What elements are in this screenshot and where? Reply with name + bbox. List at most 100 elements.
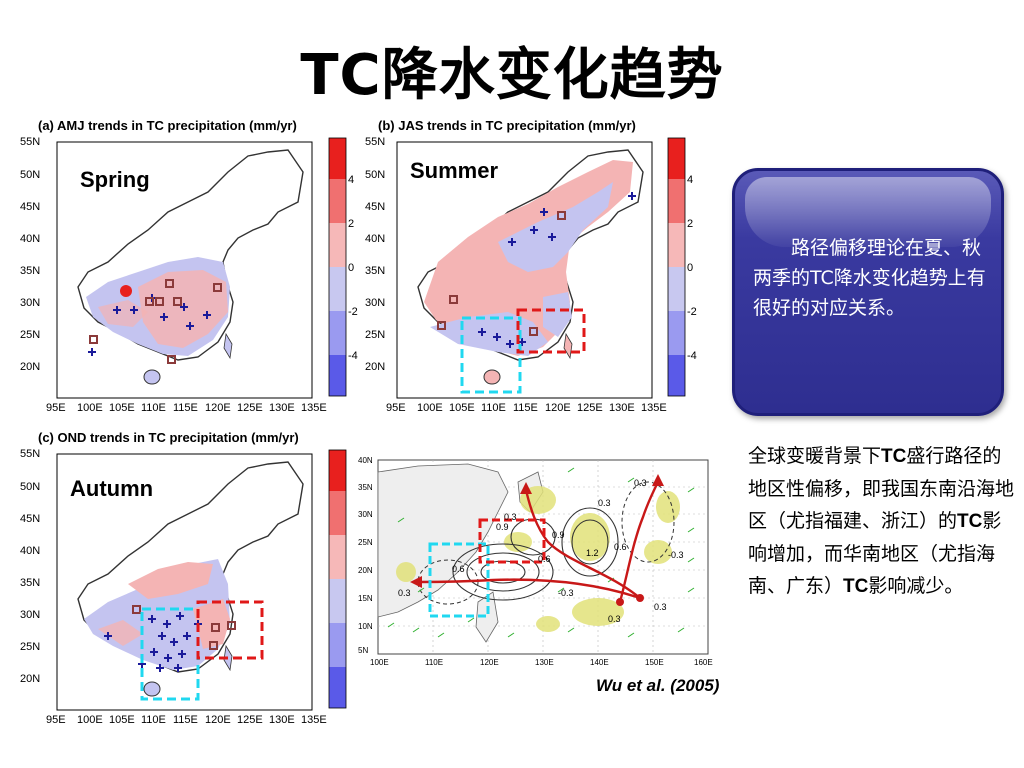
lat-tick: 25N xyxy=(20,641,41,653)
colorbar-tick: 0 xyxy=(687,262,694,274)
contour-label: 0.3 xyxy=(654,602,667,612)
side-note-part: 影响增加，而华南地区（尤指海南、广东） xyxy=(748,510,1002,597)
lon-tick: 125E xyxy=(577,402,603,414)
lat-tick: 40N xyxy=(365,233,386,245)
lat-tick: 45N xyxy=(20,513,41,525)
contour-label: 0.9 xyxy=(496,522,509,532)
panel-a-title: (a) AMJ trends in TC precipitation (mm/y… xyxy=(38,118,297,133)
map-b xyxy=(396,137,686,399)
colorbar-tick: 4 xyxy=(348,174,355,186)
citation: Wu et al. (2005) xyxy=(596,676,720,695)
lat-tick: 20N xyxy=(20,673,41,685)
lon-tick: 100E xyxy=(77,402,103,414)
contour-label: 0.3 xyxy=(398,588,411,598)
lon-tick: 130E xyxy=(609,402,635,414)
lat-tick: 25N xyxy=(365,329,386,341)
lon-tick: 100E xyxy=(417,402,443,414)
lat-tick: 30N xyxy=(365,297,386,309)
lon-tick: 135E xyxy=(301,714,327,726)
lat-tick: 50N xyxy=(365,169,386,181)
contour-label: -0.3 xyxy=(668,550,684,560)
colorbar-tick: -2 xyxy=(687,306,697,318)
panel-c-autumn: (c) OND trends in TC precipitation (mm/y… xyxy=(18,424,358,729)
colorbar-tick: 2 xyxy=(348,218,355,230)
lat-tick: 20N xyxy=(365,361,386,373)
contour-label: 1.2 xyxy=(586,548,599,558)
lon-tick: 110E xyxy=(141,714,166,726)
lon-tick: 130E xyxy=(269,402,295,414)
track-lon-tick: 150E xyxy=(645,658,664,667)
lat-tick: 45N xyxy=(365,201,386,213)
contour-label: 0.3 xyxy=(504,512,517,522)
lon-tick: 100E xyxy=(77,714,103,726)
colorbar-tick: 0 xyxy=(348,262,355,274)
lat-tick: 35N xyxy=(20,577,41,589)
lon-tick: 95E xyxy=(46,714,66,726)
season-label-spring: Spring xyxy=(80,167,150,192)
callout-box: 路径偏移理论在夏、秋两季的TC降水变化趋势上有很好的对应关系。 xyxy=(732,168,1004,416)
contour-label: -0.3 xyxy=(558,588,574,598)
lon-tick: 95E xyxy=(386,402,406,414)
lon-tick: 105E xyxy=(449,402,475,414)
lon-tick: 125E xyxy=(237,402,263,414)
lat-tick: 55N xyxy=(20,136,41,148)
lat-tick: 20N xyxy=(20,361,41,373)
track-lon-tick: 160E xyxy=(694,658,713,667)
lon-tick: 95E xyxy=(46,402,66,414)
contour-label: 0.3 xyxy=(598,498,611,508)
callout-gloss xyxy=(745,177,991,247)
lat-tick: 55N xyxy=(365,136,386,148)
lon-tick: 110E xyxy=(481,402,506,414)
track-map-svg xyxy=(377,459,709,655)
lat-tick: 45N xyxy=(20,201,41,213)
track-lon-tick: 140E xyxy=(590,658,609,667)
track-lat-tick: 10N xyxy=(358,622,373,631)
lat-tick: 40N xyxy=(20,545,41,557)
lat-tick: 25N xyxy=(20,329,41,341)
side-note-tc: TC xyxy=(843,576,869,597)
lon-tick: 115E xyxy=(173,714,198,726)
side-note-tc: TC xyxy=(957,511,983,532)
season-label-summer: Summer xyxy=(410,158,499,183)
callout-text: 路径偏移理论在夏、秋两季的TC降水变化趋势上有很好的对应关系。 xyxy=(753,237,986,319)
contour-label: 0.3 xyxy=(608,614,621,624)
side-note-part: 盛行路径的地区性偏移，即我国东南沿海地区（尤指福建、浙江）的 xyxy=(748,445,1015,532)
track-lat-tick: 20N xyxy=(358,566,373,575)
side-note-part: 全球变暖背景下 xyxy=(748,445,882,467)
lat-tick: 30N xyxy=(20,297,41,309)
lon-tick: 135E xyxy=(301,402,327,414)
lon-tick: 115E xyxy=(173,402,198,414)
lon-tick: 115E xyxy=(513,402,538,414)
track-change-map: 0.3 0.6 0.9 0.3 0.6 0.9 1.2 0.6 0.3 -0.3… xyxy=(358,452,720,674)
colorbar-tick: -4 xyxy=(687,350,697,362)
lon-tick: 125E xyxy=(237,714,263,726)
track-lon-tick: 110E xyxy=(425,658,444,667)
lon-tick: 135E xyxy=(641,402,667,414)
track-lat-tick: 30N xyxy=(358,510,373,519)
track-lat-tick: 15N xyxy=(358,594,373,603)
map-c xyxy=(56,449,347,711)
lat-tick: 30N xyxy=(20,609,41,621)
side-note: 全球变暖背景下TC盛行路径的地区性偏移，即我国东南沿海地区（尤指福建、浙江）的T… xyxy=(748,440,1014,603)
season-label-autumn: Autumn xyxy=(70,476,154,501)
contour-label: 0.6 xyxy=(452,564,465,574)
lon-tick: 110E xyxy=(141,402,166,414)
side-note-tc: TC xyxy=(881,446,907,467)
lat-tick: 55N xyxy=(20,448,41,460)
track-lon-tick: 100E xyxy=(370,658,389,667)
slide-title: TC降水变化趋势 xyxy=(300,43,724,108)
track-lat-tick: 5N xyxy=(358,646,369,655)
contour-label: 0.6 xyxy=(614,542,627,552)
track-lat-tick: 35N xyxy=(358,483,373,492)
side-note-part: 影响减少。 xyxy=(868,575,964,597)
contour-label: 0.3 xyxy=(634,478,647,488)
lat-tick: 50N xyxy=(20,481,41,493)
lat-tick: 50N xyxy=(20,169,41,181)
contour-label: 0.6 xyxy=(538,554,551,564)
colorbar-tick: -2 xyxy=(348,306,358,318)
track-lat-tick: 25N xyxy=(358,538,373,547)
colorbar-tick: 2 xyxy=(687,218,694,230)
panel-c-title: (c) OND trends in TC precipitation (mm/y… xyxy=(38,430,299,445)
colorbar-tick: 4 xyxy=(687,174,694,186)
lon-tick: 120E xyxy=(545,402,571,414)
